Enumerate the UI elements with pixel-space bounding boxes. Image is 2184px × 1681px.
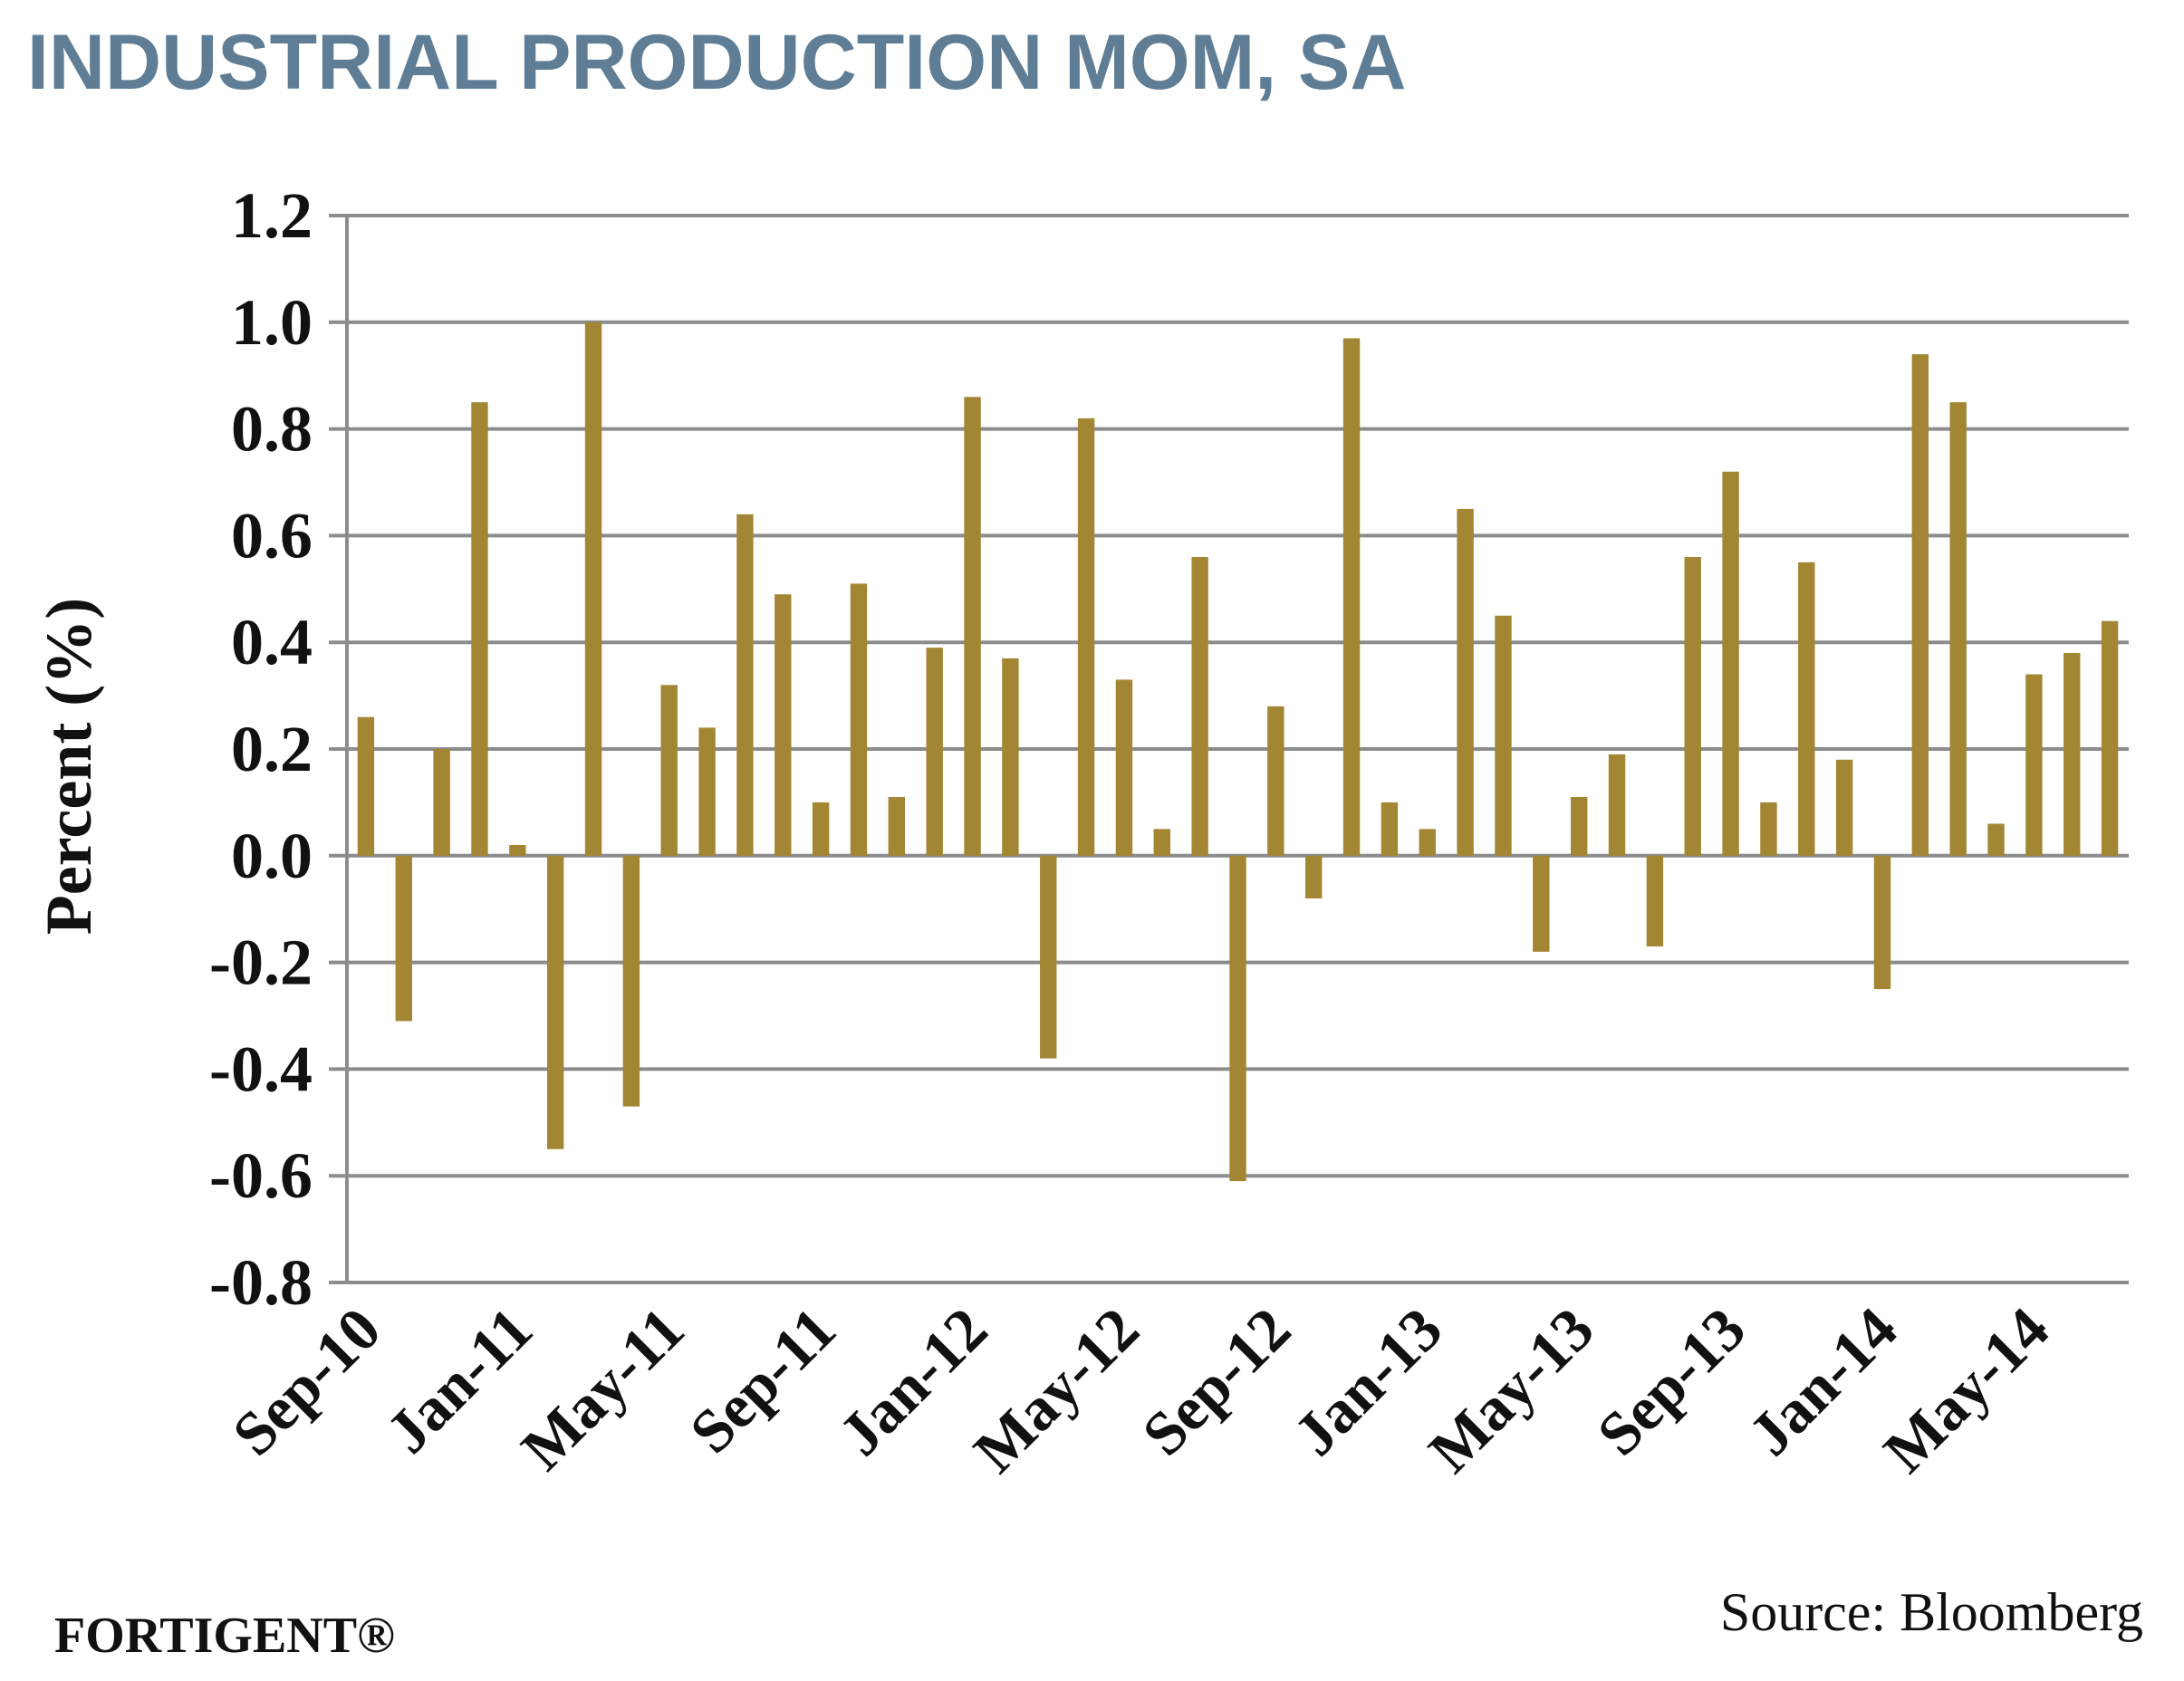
y-tick-label: 0.4 xyxy=(231,606,313,678)
bar-Feb-12 xyxy=(1002,658,1019,856)
bar-Sep-12 xyxy=(1267,706,1284,856)
bar-Sep-13 xyxy=(1722,471,1739,856)
bar-Jul-11 xyxy=(736,514,754,856)
bars xyxy=(357,322,2119,1182)
x-tick-label: May-13 xyxy=(1415,1294,1606,1485)
bar-Jan-11 xyxy=(509,845,526,856)
bar-Jun-14 xyxy=(2064,652,2081,856)
y-tick-label: 1.2 xyxy=(231,179,313,252)
y-tick-label: 0.2 xyxy=(231,713,313,785)
bar-Feb-14 xyxy=(1911,354,1929,856)
x-tick-label: Sep-13 xyxy=(1584,1294,1759,1469)
bar-Jan-12 xyxy=(964,397,981,856)
bar-Jan-13 xyxy=(1419,829,1436,856)
bar-Mar-14 xyxy=(1949,402,1967,856)
y-tick-label: -0.8 xyxy=(209,1246,313,1319)
bar-Jul-12 xyxy=(1191,556,1208,856)
x-tick-label: May-12 xyxy=(960,1294,1151,1485)
bar-Dec-11 xyxy=(926,648,943,856)
bar-Jun-12 xyxy=(1153,829,1171,856)
bar-May-11 xyxy=(660,685,678,856)
bar-Dec-13 xyxy=(1835,759,1853,856)
x-tick-label: Sep-11 xyxy=(677,1294,849,1466)
bar-May-14 xyxy=(2025,674,2043,856)
bar-Mar-13 xyxy=(1495,615,1512,856)
bar-Apr-14 xyxy=(1987,823,2005,856)
bar-Feb-11 xyxy=(546,855,564,1149)
y-tick-label: 0.8 xyxy=(231,393,313,466)
bar-Dec-10 xyxy=(471,402,488,856)
bar-May-12 xyxy=(1115,679,1133,856)
bar-Nov-13 xyxy=(1798,562,1815,856)
y-tick-label: -0.2 xyxy=(209,927,313,999)
y-tick-label: -0.6 xyxy=(209,1139,313,1212)
x-tick-labels: Sep-10Jan-11May-11Sep-11Jan-12May-12Sep-… xyxy=(219,1294,2062,1485)
y-tick-label: -0.4 xyxy=(209,1033,313,1105)
bar-Dec-12 xyxy=(1381,802,1399,856)
bar-Apr-12 xyxy=(1077,418,1095,856)
bar-Jul-14 xyxy=(2101,620,2119,856)
bar-Oct-10 xyxy=(395,855,412,1022)
bar-Jun-11 xyxy=(698,727,716,856)
bar-Nov-10 xyxy=(433,749,450,856)
y-tick-label: 0.6 xyxy=(231,499,313,572)
bar-May-13 xyxy=(1570,797,1588,856)
x-tick-label: Sep-12 xyxy=(1129,1294,1304,1469)
bar-Oct-13 xyxy=(1760,802,1777,856)
bar-Mar-11 xyxy=(584,322,602,856)
bar-Jun-13 xyxy=(1608,754,1626,856)
footer-source: Source: Bloomberg xyxy=(1720,1582,2143,1642)
bar-Sep-11 xyxy=(812,802,830,856)
bar-Apr-13 xyxy=(1533,855,1550,952)
x-tick-label: May-11 xyxy=(508,1294,698,1484)
bar-Aug-12 xyxy=(1229,855,1246,1182)
x-tick-label: May-14 xyxy=(1871,1294,2062,1485)
bar-Jan-14 xyxy=(1873,855,1891,990)
bar-Oct-12 xyxy=(1304,855,1323,898)
bar-Jul-13 xyxy=(1646,855,1664,946)
bar-Nov-12 xyxy=(1342,338,1361,856)
bar-Nov-11 xyxy=(888,797,906,856)
y-tick-label: 1.0 xyxy=(231,286,313,359)
y-axis-label: Percent (%) xyxy=(33,598,105,935)
y-tick-labels: -0.8 -0.6 -0.4 -0.2 0.0 0.2 0.4 0.6 0.8 1.0 1.2 xyxy=(209,179,313,1319)
footer-brand: FORTIGENT® xyxy=(54,1608,395,1664)
bar-Aug-11 xyxy=(775,594,792,856)
bar-Feb-13 xyxy=(1457,508,1474,856)
bar-Apr-11 xyxy=(622,855,640,1107)
chart-title: INDUSTRIAL PRODUCTION MOM, SA xyxy=(27,19,1407,106)
bar-Aug-13 xyxy=(1684,556,1701,856)
bar-Oct-11 xyxy=(850,583,868,856)
y-tick-label: 0.0 xyxy=(231,820,313,892)
x-tick-label: Sep-10 xyxy=(219,1294,394,1469)
bar-Mar-12 xyxy=(1040,855,1057,1059)
bar-Sep-10 xyxy=(357,716,375,856)
